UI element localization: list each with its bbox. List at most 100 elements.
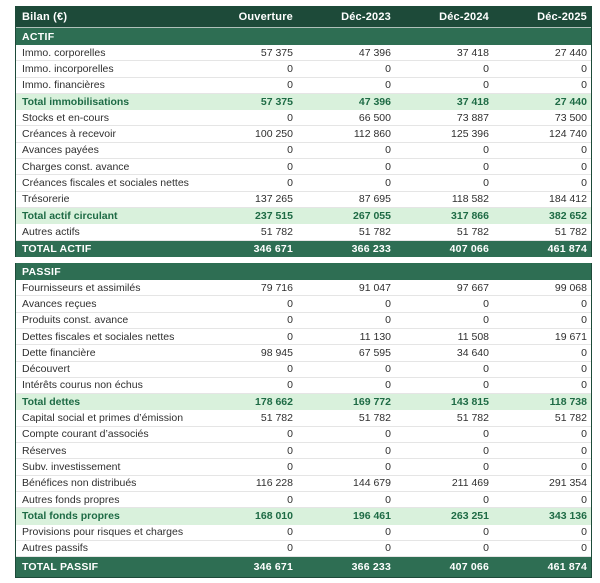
row-value: 51 782 [554,412,587,425]
row-value: 0 [483,177,489,190]
row-value: 184 412 [549,193,587,206]
row-value: 0 [483,298,489,310]
row-label: Créances fiscales et sociales nettes [22,177,189,190]
table-row: Avances reçues 0 0 0 0 [16,296,591,313]
row-label: Trésorerie [22,193,70,206]
row-value: 97 667 [456,281,489,294]
row-value: 382 652 [549,210,587,223]
row-value: 317 866 [451,210,489,223]
row-value: 291 354 [549,477,587,490]
row-value: 0 [581,177,587,190]
row-value: 0 [287,542,293,555]
table-row: Découvert 0 0 0 0 [16,361,591,378]
row-value: 0 [385,526,391,539]
row-value: 0 [581,379,587,392]
column-header-dec-2024: Déc-2024 [439,10,489,23]
row-value: 0 [581,62,587,75]
row-value: 37 418 [456,46,489,59]
table-row: Immo. incorporelles 0 0 0 0 [16,61,591,78]
row-value: 79 716 [260,281,293,294]
table-row: Immo. financières 0 0 0 0 [16,77,591,94]
row-label: Total actif circulant [22,210,118,223]
table-row: Compte courant d’associés 0 0 0 0 [16,426,591,444]
row-value: 144 679 [353,477,391,490]
column-header-dec-2025: Déc-2025 [537,10,587,23]
section-title: ACTIF [22,30,55,43]
row-value: 37 418 [456,96,489,109]
row-value: 0 [287,62,293,75]
table-row: Autres fonds propres 0 0 0 0 [16,491,591,509]
row-value: 0 [581,160,587,173]
row-label: Immo. financières [22,79,105,92]
row-label: Stocks et en-cours [22,111,109,124]
table-header-row: Bilan (€) Ouverture Déc-2023 Déc-2024 Dé… [16,6,591,28]
row-value: 73 887 [456,111,489,124]
row-value: 0 [287,314,293,327]
row-value: 0 [385,444,391,457]
table-row: TOTAL ACTIF 346 671 366 233 407 066 461 874 [16,240,591,258]
row-value: 0 [581,144,587,157]
row-value: 98 945 [260,346,293,359]
row-value: 57 375 [260,96,293,109]
row-value: 47 396 [358,46,391,59]
table-row: Total dettes 178 662 169 772 143 815 118 738 [16,394,591,411]
row-value: 0 [581,444,587,457]
row-value: 0 [581,428,587,441]
row-value: 0 [385,460,391,473]
row-value: 366 233 [351,561,391,574]
row-value: 0 [581,346,587,359]
row-value: 0 [385,160,391,173]
row-value: 211 469 [451,477,489,490]
row-value: 0 [287,160,293,173]
row-value: 118 582 [451,193,489,206]
row-value: 0 [287,526,293,539]
row-value: 66 500 [358,111,391,124]
table-row: Autres passifs 0 0 0 0 [16,540,591,558]
row-value: 0 [287,79,293,92]
row-value: 0 [483,428,489,441]
row-label: Provisions pour risques et charges [22,526,184,539]
row-label: Fournisseurs et assimilés [22,281,141,294]
table-row: Total actif circulant 237 515 267 055 317 8… [16,207,591,225]
row-value: 0 [483,542,489,555]
row-value: 196 461 [353,510,391,523]
table-row: Subv. investissement 0 0 0 0 [16,459,591,476]
row-value: 267 055 [353,210,391,223]
row-value: 124 740 [549,128,587,141]
table-row: Total immobilisations 57 375 47 396 37 418 2… [16,93,591,111]
row-value: 0 [385,379,391,392]
row-label: Intérêts courus non échus [22,379,143,392]
row-label: Créances à recevoir [22,128,116,141]
row-value: 91 047 [358,281,391,294]
table-row: Créances fiscales et sociales nettes 0 0 0 0 [16,175,591,192]
row-value: 0 [385,298,391,310]
row-value: 0 [287,298,293,310]
row-value: 99 068 [554,281,587,294]
row-value: 51 782 [554,225,587,238]
row-label: Avances payées [22,144,99,157]
row-value: 343 136 [549,510,587,523]
row-value: 57 375 [260,46,293,59]
row-value: 137 265 [255,193,293,206]
table-row: Provisions pour risques et charges 0 0 0 0 [16,524,591,541]
row-value: 0 [581,460,587,473]
table-row: Total fonds propres 168 010 196 461 263 251… [16,508,591,525]
row-value: 0 [581,79,587,92]
row-value: 0 [287,177,293,190]
row-value: 116 228 [255,477,293,490]
row-value: 11 130 [359,330,391,343]
row-label: Autres fonds propres [22,493,120,506]
row-value: 0 [483,379,489,392]
row-value: 0 [581,526,587,539]
row-value: 366 233 [351,242,391,255]
row-value: 0 [287,493,293,506]
row-value: 47 396 [358,96,391,109]
row-label: Autres passifs [22,542,88,555]
row-label: Découvert [22,363,70,376]
table-row: Trésorerie 137 265 87 695 118 582 184 412 [16,191,591,208]
balance-sheet-table: Bilan (€) Ouverture Déc-2023 Déc-2024 Dé… [15,6,592,579]
row-label: Immo. corporelles [22,46,106,59]
row-value: 0 [287,379,293,392]
row-value: 461 874 [547,561,587,574]
